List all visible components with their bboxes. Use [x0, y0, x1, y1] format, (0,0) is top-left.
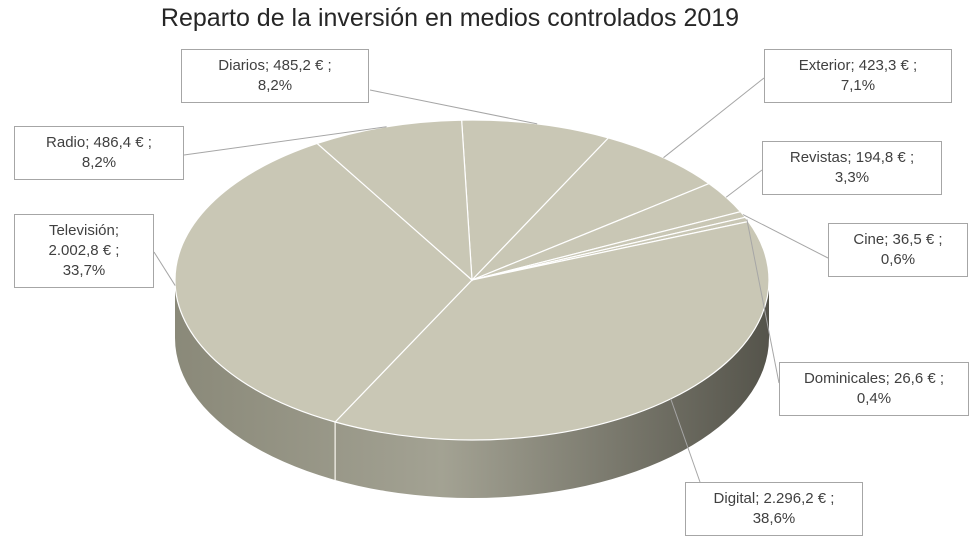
- data-label-text: Cine; 36,5 € ;: [853, 231, 943, 248]
- leader-line: [725, 169, 763, 198]
- pie-slice-radio: [315, 119, 473, 282]
- data-label-diarios: Diarios; 485,2 € ; 8,2%: [181, 49, 369, 103]
- data-label-television: Televisión; 2.002,8 € ; 33,7%: [14, 214, 154, 288]
- leader-line: [746, 219, 780, 384]
- data-label-digital: Digital; 2.296,2 € ; 38,6%: [685, 482, 863, 536]
- data-label-cine: Cine; 36,5 € ; 0,6%: [828, 223, 968, 277]
- leader-line: [663, 77, 765, 159]
- data-label-text: 8,2%: [81, 154, 117, 171]
- data-label-text: Revistas; 194,8 € ;: [789, 149, 915, 166]
- data-label-text: Dominicales; 26,6 € ;: [803, 370, 945, 387]
- pie-slices: [174, 119, 770, 441]
- data-label-text: 33,7%: [62, 262, 106, 279]
- data-label-exterior: Exterior; 423,3 € ; 7,1%: [764, 49, 952, 103]
- data-label-text: 2.002,8 € ;: [48, 242, 120, 259]
- leader-line: [670, 398, 701, 483]
- data-label-text: 7,1%: [840, 77, 876, 94]
- data-label-text: 0,6%: [880, 251, 916, 268]
- data-label-dominicales: Dominicales; 26,6 € ; 0,4%: [779, 362, 969, 416]
- data-label-radio: Radio; 486,4 € ; 8,2%: [14, 126, 184, 180]
- leader-line: [183, 126, 387, 156]
- leader-line: [153, 251, 176, 286]
- data-label-text: Radio; 486,4 € ;: [46, 134, 152, 151]
- data-label-text: Exterior; 423,3 € ;: [798, 57, 918, 74]
- pie-side-wall: [175, 280, 769, 498]
- leader-line: [369, 89, 538, 125]
- leader-lines: [153, 77, 829, 483]
- data-label-text: 8,2%: [257, 77, 293, 94]
- data-label-text: Diarios; 485,2 € ;: [218, 57, 332, 74]
- pie-side-wall-surface: [175, 280, 769, 498]
- data-label-text: 0,4%: [856, 390, 892, 407]
- data-label-text: 38,6%: [752, 510, 796, 527]
- pie-slice-digital: [334, 220, 770, 441]
- data-label-revistas: Revistas; 194,8 € ; 3,3%: [762, 141, 942, 195]
- leader-line: [742, 214, 829, 259]
- data-label-text: Digital; 2.296,2 € ;: [713, 490, 835, 507]
- data-label-text: Televisión;: [48, 222, 120, 239]
- data-label-text: 3,3%: [834, 169, 870, 186]
- chart-title: Reparto de la inversión en medios contro…: [160, 4, 740, 32]
